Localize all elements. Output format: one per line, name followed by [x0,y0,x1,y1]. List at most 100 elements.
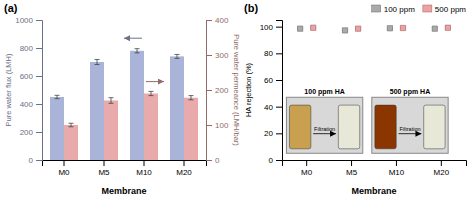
tick-mark [206,125,212,126]
error-bar [55,95,60,98]
inset-title: 100 ppm HA [304,88,344,96]
tick-label: 80 [264,49,273,58]
tick-mark [276,160,282,161]
tick-mark [206,90,212,91]
tick-label: M10 [389,168,405,177]
tick-label: 0 [215,156,220,165]
axis: 020406080100 [260,21,283,166]
tick: M5 [98,160,110,177]
tick: 100 [260,23,282,32]
tick: 300 [206,51,229,60]
tick-label: 100 [260,23,274,32]
tick-label: M5 [346,168,358,177]
tick: 0 [206,156,220,165]
inset-label: Filtration [399,126,420,132]
tick: 0 [269,156,282,165]
tick-mark [206,55,212,56]
inset-bottle [289,105,310,149]
panel: Filtration 100 ppm HA Filtration500 ppm HA… [244,2,467,196]
inset-bottle [424,105,445,149]
legend: 100 ppm500 ppm [372,5,467,14]
axis: M0 M5 M10 M20 [283,160,467,177]
bar [130,51,144,160]
tick: M0 [58,160,70,177]
tick-mark [306,160,307,166]
series [50,49,184,160]
point [432,26,437,31]
tick-mark [144,160,145,166]
insets: Filtration 100 ppm HA Filtration500 ppm HA [286,88,448,153]
legend-label: 100 ppm [384,5,415,14]
tick: M20 [434,160,450,177]
error-bar [149,91,154,95]
tick-mark [36,48,42,49]
tick-label: 0 [29,156,34,165]
bar [184,98,198,160]
tick-mark [276,53,282,54]
error-bar [69,123,74,127]
tick: 200 [206,86,229,95]
axis: M0 M5 M10 M20 [43,160,207,177]
tick-mark [104,160,105,166]
x-axis-title: Membrane [351,186,396,196]
tick-label: M10 [136,168,152,177]
tick-label: 1000 [15,16,33,25]
point [445,25,450,30]
tick: M10 [136,160,152,177]
tick-label: 40 [264,103,273,112]
inset-bottle [338,105,359,149]
tick-mark [184,160,185,166]
tick: 60 [264,76,282,85]
error-bar [175,54,180,58]
tick-label: M0 [58,168,70,177]
tick: 100 [206,121,229,130]
bar [64,125,78,160]
title: (a) [4,2,18,14]
tick-label: M20 [434,168,450,177]
y2-axis-title: Pure water permeance (LMH/bar) [232,34,241,146]
tick-label: 600 [20,72,34,81]
tick: 200 [20,128,42,137]
point [297,26,302,31]
tick-mark [276,80,282,81]
tick-mark [64,160,65,166]
point [342,28,347,33]
series [64,91,198,160]
tick-label: 400 [215,16,229,25]
error-bar [109,98,114,104]
bar [90,62,104,160]
axis-line [283,161,467,167]
axis: 0 100 200 300 400 [206,16,229,165]
inset-label: Filtration [314,126,335,132]
inset: Filtration500 ppm HA [372,88,448,153]
x-axis-title: Membrane [101,186,146,196]
tick: 800 [20,44,42,53]
inset: Filtration 100 ppm HA [286,88,362,153]
tick: 400 [20,100,42,109]
error-bar [95,59,100,64]
tick: 1000 [15,16,42,25]
point [311,25,316,30]
axis-arrows [124,38,164,81]
tick-mark [36,76,42,77]
tick-mark [206,160,212,161]
legend-swatch [372,5,381,12]
tick-label: 200 [20,128,34,137]
panel: M0 M5 M10 M20 0 200 400 600 800 1000 0 100 200 300 400… [4,2,241,196]
tick-label: 60 [264,76,273,85]
tick-label: M5 [98,168,110,177]
tick: M10 [389,160,405,177]
inset-arrow [399,133,422,134]
tick: M20 [176,160,192,177]
tick-label: 800 [20,44,34,53]
title: (b) [244,2,258,14]
tick: 400 [206,16,229,25]
axis-line [43,161,207,167]
tick-label: M0 [301,168,313,177]
inset-box [372,97,448,153]
tick-mark [206,20,212,21]
chart: M0M5M10M20020040060080010000100200300400… [0,0,474,200]
inset-bottle [375,105,396,149]
inset-arrow [313,133,336,134]
tick: 0 [29,156,42,165]
